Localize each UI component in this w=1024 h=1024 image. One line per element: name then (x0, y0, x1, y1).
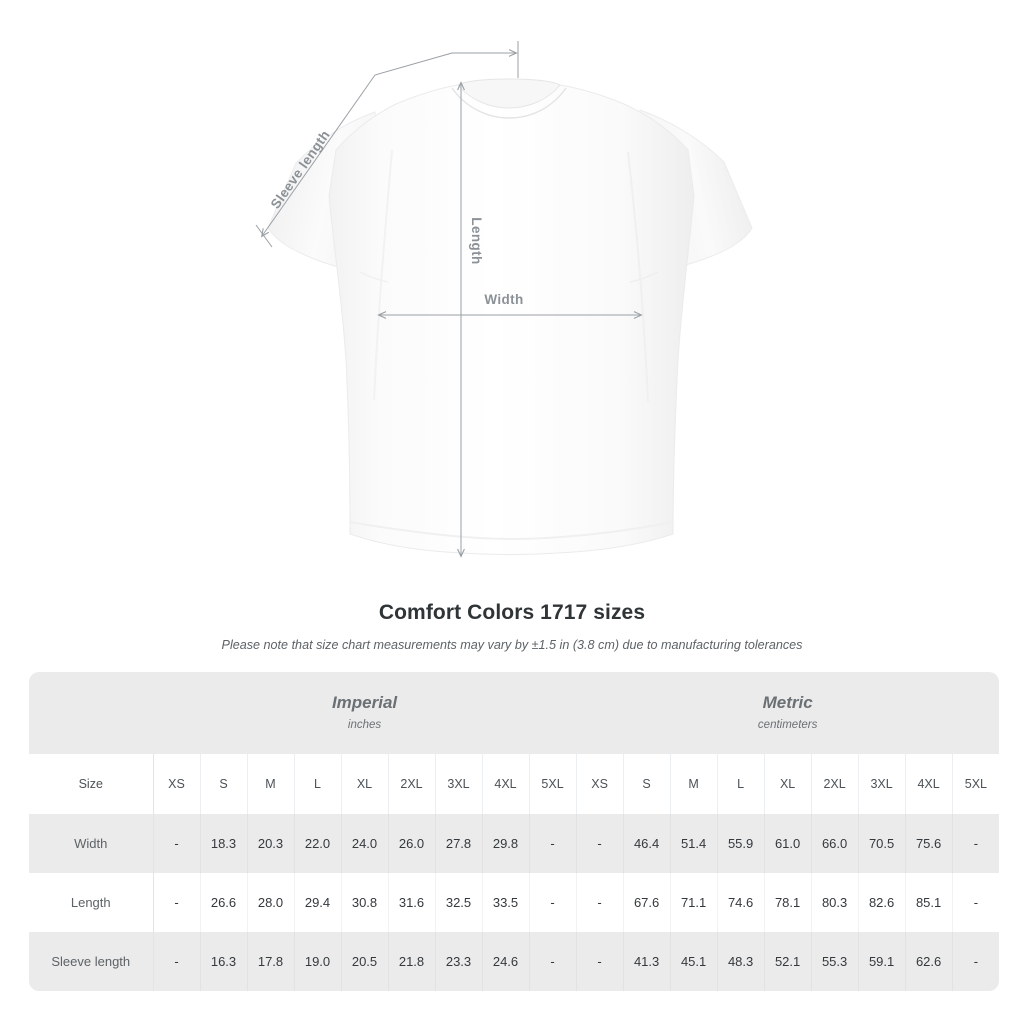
cell-sleeve-imperial-xs: - (153, 932, 201, 991)
cell-width-imperial-s: 18.3 (200, 814, 248, 873)
cell-sleeve-imperial-m: 17.8 (247, 932, 295, 991)
cell-width-metric-l: 55.9 (717, 814, 765, 873)
size-header-imperial-xs: XS (153, 754, 201, 814)
cell-sleeve-imperial-4xl: 24.6 (482, 932, 530, 991)
cell-sleeve-metric-s: 41.3 (623, 932, 671, 991)
table-row: Width - 18.3 20.3 22.0 24.0 26.0 27.8 29… (29, 814, 1000, 873)
size-header-imperial-m: M (247, 754, 295, 814)
size-header-metric-m: M (670, 754, 718, 814)
size-header-metric-2xl: 2XL (811, 754, 859, 814)
cell-sleeve-metric-xs: - (575, 932, 624, 991)
cell-sleeve-imperial-5xl: - (529, 932, 577, 991)
cell-length-imperial-3xl: 32.5 (435, 873, 483, 932)
cell-sleeve-metric-m: 45.1 (670, 932, 718, 991)
size-header-imperial-2xl: 2XL (388, 754, 436, 814)
row-label-width: Width (29, 814, 154, 873)
cell-width-imperial-4xl: 29.8 (482, 814, 530, 873)
cell-width-imperial-5xl: - (529, 814, 577, 873)
cell-width-metric-s: 46.4 (623, 814, 671, 873)
size-header-imperial-4xl: 4XL (482, 754, 530, 814)
cell-width-metric-4xl: 75.6 (905, 814, 953, 873)
row-label-sleeve-length: Sleeve length (29, 932, 154, 991)
size-chart-table: Imperial inches Metric centimeters Size … (29, 672, 1000, 991)
size-header-metric-3xl: 3XL (858, 754, 906, 814)
size-header-metric-l: L (717, 754, 765, 814)
size-header-metric-4xl: 4XL (905, 754, 953, 814)
tshirt-illustration: Sleeve length Length Width (255, 41, 753, 585)
cell-sleeve-metric-l: 48.3 (717, 932, 765, 991)
cell-sleeve-imperial-xl: 20.5 (341, 932, 389, 991)
cell-width-imperial-2xl: 26.0 (388, 814, 436, 873)
unit-system-imperial: Imperial inches (153, 672, 577, 754)
shirt-shape (267, 78, 753, 555)
cell-length-imperial-4xl: 33.5 (482, 873, 530, 932)
cell-sleeve-metric-3xl: 59.1 (858, 932, 906, 991)
cell-length-imperial-xl: 30.8 (341, 873, 389, 932)
size-header-imperial-xl: XL (341, 754, 389, 814)
length-label: Length (469, 217, 484, 264)
tshirt-diagram: Sleeve length Length Width (255, 41, 753, 585)
cell-length-metric-5xl: - (952, 873, 1000, 932)
cell-width-imperial-xs: - (153, 814, 201, 873)
cell-length-metric-xs: - (575, 873, 624, 932)
cell-length-imperial-5xl: - (529, 873, 577, 932)
cell-length-metric-l: 74.6 (717, 873, 765, 932)
cell-length-metric-2xl: 80.3 (811, 873, 859, 932)
cell-width-metric-xs: - (575, 814, 624, 873)
cell-width-imperial-l: 22.0 (294, 814, 342, 873)
table-row: Length - 26.6 28.0 29.4 30.8 31.6 32.5 3… (29, 873, 1000, 932)
cell-width-imperial-xl: 24.0 (341, 814, 389, 873)
title-block: Comfort Colors 1717 sizes Please note th… (0, 598, 1024, 656)
cell-length-imperial-2xl: 31.6 (388, 873, 436, 932)
table-row: Sleeve length - 16.3 17.8 19.0 20.5 21.8… (29, 932, 1000, 991)
unit-row-spacer (29, 672, 153, 754)
cell-width-metric-3xl: 70.5 (858, 814, 906, 873)
size-header-row: Size XS S M L XL 2XL 3XL 4XL 5XL XS S M … (29, 754, 1000, 814)
unit-system-imperial-unit: inches (347, 719, 382, 731)
cell-width-metric-5xl: - (952, 814, 1000, 873)
cell-length-metric-s: 67.6 (623, 873, 671, 932)
cell-length-imperial-m: 28.0 (247, 873, 295, 932)
cell-sleeve-metric-2xl: 55.3 (811, 932, 859, 991)
cell-length-metric-3xl: 82.6 (858, 873, 906, 932)
cell-width-imperial-3xl: 27.8 (435, 814, 483, 873)
cell-sleeve-metric-5xl: - (952, 932, 1000, 991)
size-header-metric-xl: XL (764, 754, 812, 814)
cell-length-metric-m: 71.1 (670, 873, 718, 932)
cell-width-metric-2xl: 66.0 (811, 814, 859, 873)
cell-length-imperial-xs: - (153, 873, 201, 932)
unit-system-metric: Metric centimeters (576, 672, 1000, 754)
size-header-metric-5xl: 5XL (952, 754, 1000, 814)
size-header-imperial-s: S (200, 754, 248, 814)
size-header-metric-xs: XS (575, 754, 624, 814)
size-header-label: Size (29, 754, 154, 814)
cell-length-imperial-l: 29.4 (294, 873, 342, 932)
unit-system-row: Imperial inches Metric centimeters (29, 672, 1000, 754)
size-header-imperial-5xl: 5XL (529, 754, 577, 814)
size-header-metric-s: S (623, 754, 671, 814)
cell-length-imperial-s: 26.6 (200, 873, 248, 932)
cell-sleeve-metric-4xl: 62.6 (905, 932, 953, 991)
size-header-imperial-l: L (294, 754, 342, 814)
cell-width-metric-m: 51.4 (670, 814, 718, 873)
cell-length-metric-4xl: 85.1 (905, 873, 953, 932)
cell-sleeve-metric-xl: 52.1 (764, 932, 812, 991)
cell-sleeve-imperial-l: 19.0 (294, 932, 342, 991)
size-header-imperial-3xl: 3XL (435, 754, 483, 814)
row-label-length: Length (29, 873, 154, 932)
unit-system-metric-name: Metric (762, 693, 813, 712)
sleeve-length-guide (255, 41, 519, 248)
cell-sleeve-imperial-s: 16.3 (200, 932, 248, 991)
cell-width-metric-xl: 61.0 (764, 814, 812, 873)
cell-sleeve-imperial-3xl: 23.3 (435, 932, 483, 991)
cell-sleeve-imperial-2xl: 21.8 (388, 932, 436, 991)
cell-width-imperial-m: 20.3 (247, 814, 295, 873)
width-label: Width (484, 292, 523, 307)
page-title: Comfort Colors 1717 sizes (378, 601, 646, 624)
size-chart-table-wrapper: Imperial inches Metric centimeters Size … (29, 672, 1000, 991)
tolerance-note: Please note that size chart measurements… (221, 638, 803, 652)
cell-length-metric-xl: 78.1 (764, 873, 812, 932)
unit-system-imperial-name: Imperial (331, 693, 398, 712)
unit-system-metric-unit: centimeters (757, 719, 818, 731)
